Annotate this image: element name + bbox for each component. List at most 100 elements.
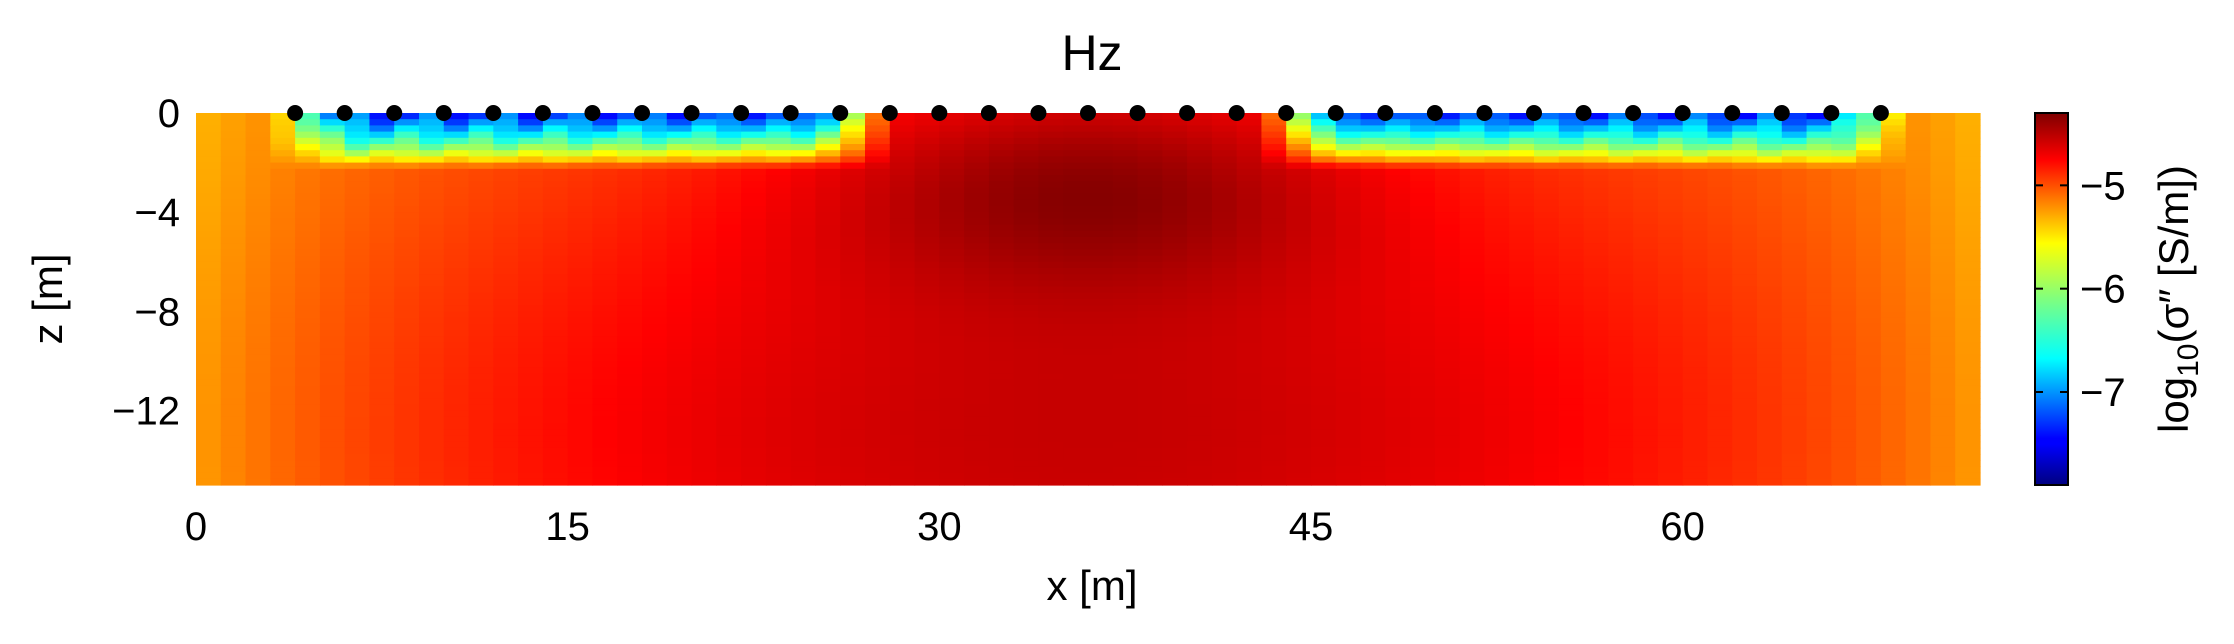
- heatmap-cell: [765, 466, 792, 474]
- heatmap-cell: [790, 162, 817, 170]
- heatmap-cell: [691, 423, 717, 430]
- heatmap-cell: [1360, 385, 1386, 393]
- heatmap-cell: [1088, 404, 1114, 412]
- heatmap-cell: [1806, 187, 1832, 195]
- heatmap-cell: [1757, 367, 1783, 374]
- heatmap-cell: [865, 137, 891, 145]
- heatmap-cell: [1831, 454, 1857, 461]
- heatmap-cell: [1112, 330, 1139, 337]
- heatmap-cell: [865, 175, 891, 182]
- heatmap-cell: [220, 472, 247, 480]
- heatmap-cell: [245, 268, 271, 275]
- heatmap-cell: [691, 168, 717, 176]
- heatmap-cell: [493, 193, 519, 201]
- heatmap-cell: [741, 410, 767, 418]
- heatmap-cell: [344, 168, 371, 176]
- heatmap-cell: [840, 261, 866, 269]
- x-tick-label: 30: [917, 505, 962, 549]
- heatmap-cell: [716, 323, 742, 331]
- heatmap-cell: [1880, 354, 1907, 362]
- heatmap-cell: [741, 255, 767, 263]
- heatmap-cell: [1558, 336, 1585, 343]
- heatmap-cell: [1732, 447, 1758, 455]
- heatmap-cell: [1211, 137, 1238, 145]
- heatmap-cell: [617, 472, 643, 480]
- heatmap-cell: [1608, 416, 1634, 424]
- heatmap-cell: [666, 323, 693, 331]
- heatmap-cell: [1187, 280, 1213, 288]
- heatmap-cell: [1211, 168, 1238, 176]
- heatmap-cell: [542, 354, 569, 362]
- heatmap-cell: [1261, 131, 1287, 139]
- heatmap-cell: [220, 175, 247, 182]
- heatmap-cell: [1781, 137, 1808, 145]
- heatmap-cell: [642, 429, 668, 436]
- heatmap-cell: [1484, 243, 1510, 250]
- heatmap-cell: [1608, 379, 1634, 387]
- heatmap-cell: [1831, 385, 1857, 393]
- heatmap-cell: [1707, 175, 1733, 182]
- heatmap-cell: [1286, 150, 1312, 157]
- heatmap-cell: [245, 113, 271, 120]
- heatmap-cell: [369, 441, 395, 449]
- heatmap-cell: [1880, 206, 1907, 213]
- heatmap-cell: [988, 478, 1015, 486]
- heatmap-cell: [1707, 193, 1733, 201]
- heatmap-cell: [1410, 237, 1436, 244]
- heatmap-cell: [1558, 286, 1585, 294]
- heatmap-cell: [1682, 187, 1709, 195]
- heatmap-cell: [765, 435, 792, 443]
- heatmap-cell: [1657, 305, 1684, 312]
- heatmap-cell: [1583, 181, 1609, 188]
- heatmap-cell: [914, 286, 940, 294]
- heatmap-cell: [1856, 392, 1882, 399]
- heatmap-cell: [1633, 150, 1659, 157]
- heatmap-cell: [1509, 311, 1535, 319]
- heatmap-cell: [319, 379, 346, 387]
- heatmap-cell: [1187, 367, 1213, 374]
- heatmap-cell: [1459, 237, 1486, 244]
- heatmap-cell: [1311, 323, 1337, 331]
- heatmap-cell: [1038, 206, 1064, 213]
- heatmap-cell: [1063, 150, 1089, 157]
- heatmap-cell: [617, 181, 643, 188]
- heatmap-cell: [840, 299, 866, 306]
- heatmap-cell: [790, 454, 817, 461]
- heatmap-cell: [1088, 175, 1114, 182]
- heatmap-cell: [1410, 379, 1436, 387]
- heatmap-cell: [1558, 237, 1585, 244]
- heatmap-cell: [567, 410, 594, 418]
- heatmap-cell: [1088, 162, 1114, 170]
- heatmap-cell: [1831, 187, 1857, 195]
- heatmap-cell: [1236, 447, 1263, 455]
- heatmap-cell: [1757, 261, 1783, 269]
- heatmap-cell: [1707, 131, 1733, 139]
- heatmap-cell: [1385, 168, 1411, 176]
- heatmap-cell: [1707, 416, 1733, 424]
- heatmap-cell: [542, 237, 569, 244]
- heatmap-cell: [988, 373, 1015, 381]
- heatmap-cell: [1757, 175, 1783, 182]
- heatmap-cell: [939, 162, 965, 170]
- heatmap-cell: [1657, 454, 1684, 461]
- heatmap-cell: [691, 230, 717, 238]
- heatmap-cell: [270, 199, 296, 207]
- heatmap-cell: [1137, 212, 1163, 219]
- heatmap-cell: [1137, 379, 1163, 387]
- heatmap-cell: [716, 410, 742, 418]
- heatmap-cell: [592, 416, 618, 424]
- heatmap-cell: [1509, 187, 1535, 195]
- heatmap-cell: [1013, 379, 1040, 387]
- heatmap-cell: [1286, 398, 1312, 405]
- heatmap-cell: [815, 379, 841, 387]
- heatmap-cell: [592, 274, 618, 281]
- heatmap-cell: [1410, 299, 1436, 306]
- heatmap-cell: [419, 466, 445, 474]
- heatmap-cell: [1781, 218, 1808, 226]
- heatmap-cell: [1187, 478, 1213, 486]
- heatmap-cell: [741, 162, 767, 170]
- heatmap-cell: [1311, 218, 1337, 226]
- heatmap-cell: [1633, 137, 1659, 145]
- heatmap-cell: [468, 175, 494, 182]
- heatmap-cell: [666, 447, 693, 455]
